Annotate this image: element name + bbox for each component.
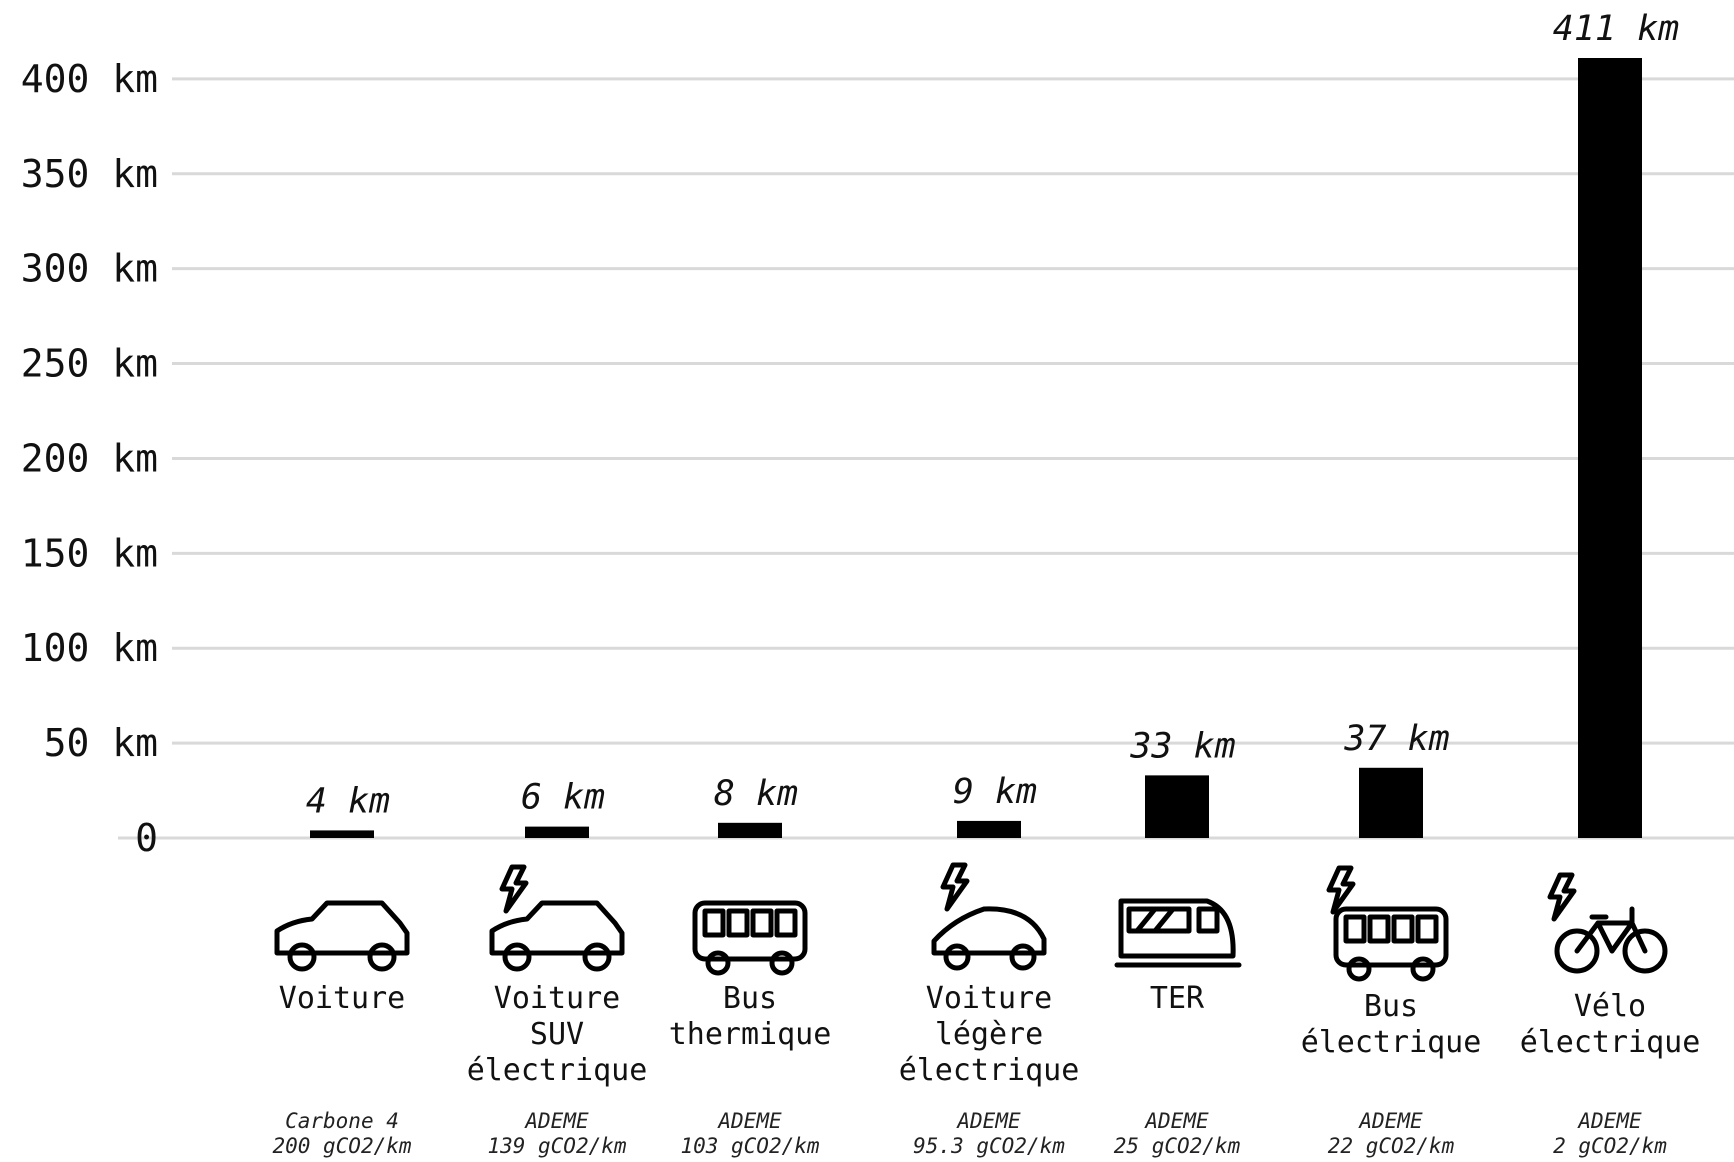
category-label: Voiture — [494, 981, 620, 1016]
bar — [1359, 767, 1423, 838]
y-tick-label: 50 km — [44, 721, 158, 765]
source-note: Carbone 4 — [285, 1109, 399, 1133]
bar — [957, 820, 1021, 838]
y-tick-label: 250 km — [21, 342, 158, 386]
source-note: ADEME — [716, 1109, 782, 1133]
category-label: Bus — [723, 981, 777, 1016]
category-label: légère — [935, 1017, 1043, 1052]
data-label: 411 km — [1553, 9, 1679, 49]
y-tick-label: 150 km — [21, 531, 158, 575]
category-label: thermique — [669, 1017, 832, 1052]
data-label: 8 km — [714, 774, 798, 814]
category-label: électrique — [899, 1053, 1080, 1088]
data-label: 6 km — [521, 778, 605, 818]
source-note: 103 gCO2/km — [680, 1134, 819, 1158]
y-tick-label: 300 km — [21, 247, 158, 291]
data-label: 37 km — [1343, 719, 1449, 759]
y-tick-label: 400 km — [21, 57, 158, 101]
source-note: 200 gCO2/km — [272, 1134, 411, 1158]
lightning-bolt-icon — [499, 864, 529, 914]
train-icon — [1114, 898, 1242, 968]
electric-bus-icon — [1326, 865, 1449, 982]
data-label: 9 km — [953, 772, 1037, 812]
source-note: ADEME — [1357, 1109, 1423, 1133]
lightning-bolt-icon — [1326, 865, 1356, 915]
bar — [310, 830, 374, 838]
electric-bike-icon — [1547, 872, 1668, 974]
value-labels: 4 km 6 km 8 km 9 km 33 km 37 km 411 km — [306, 9, 1679, 821]
y-axis-ticks: 0 50 km 100 km 150 km 200 km 250 km 300 km 350 … — [21, 57, 158, 860]
y-tick-label: 200 km — [21, 436, 158, 480]
category-label: électrique — [1520, 1025, 1701, 1060]
category-labels: Voiture VoitureSUVélectriqueBusthermiqueV… — [279, 981, 1701, 1088]
category-label: Voiture — [926, 981, 1052, 1016]
category-label: électrique — [467, 1053, 648, 1088]
category-label: Vélo — [1574, 989, 1646, 1024]
source-note: 95.3 gCO2/km — [913, 1134, 1065, 1158]
bars — [310, 58, 1642, 838]
y-tick-label: 0 — [135, 816, 158, 860]
data-label: 4 km — [306, 781, 390, 821]
source-note: ADEME — [1143, 1109, 1209, 1133]
bar — [1578, 58, 1642, 838]
data-label: 33 km — [1129, 726, 1235, 766]
lightning-bolt-icon — [940, 862, 970, 912]
y-tick-label: 350 km — [21, 152, 158, 196]
electric-suv-icon — [489, 864, 625, 972]
grid — [118, 77, 1734, 840]
electric-small-car-icon — [931, 862, 1047, 971]
y-tick-label: 100 km — [21, 626, 158, 670]
source-note: 139 gCO2/km — [487, 1134, 626, 1158]
category-label: TER — [1150, 981, 1205, 1016]
source-note: 22 gCO2/km — [1328, 1134, 1455, 1158]
source-note: ADEME — [523, 1109, 589, 1133]
source-note: 2 gCO2/km — [1553, 1134, 1667, 1158]
car-icon — [274, 900, 410, 972]
category-label: Voiture — [279, 981, 405, 1016]
source-note: ADEME — [955, 1109, 1021, 1133]
bar — [525, 826, 589, 838]
category-label: SUV — [530, 1017, 584, 1052]
bar — [718, 822, 782, 838]
bus-icon — [692, 900, 808, 976]
lightning-bolt-icon — [1547, 872, 1577, 922]
category-label: électrique — [1301, 1025, 1482, 1060]
source-note: ADEME — [1576, 1109, 1642, 1133]
bar — [1145, 775, 1209, 838]
source-note: 25 gCO2/km — [1114, 1134, 1241, 1158]
category-icons — [274, 862, 1668, 982]
category-label: Bus — [1364, 989, 1418, 1024]
